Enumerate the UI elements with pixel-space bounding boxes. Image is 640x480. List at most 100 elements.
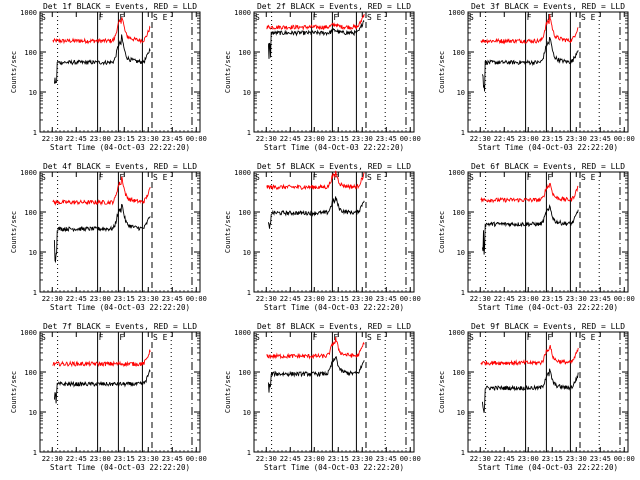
panel-det-4: Det 4f BLACK = Events, RED = LLD 1 10 100 10… [10, 162, 207, 312]
panel-title: Det 3f BLACK = Events, RED = LLD [471, 2, 625, 11]
marker-label-s: S [469, 173, 474, 182]
panel-det-6: Det 6f BLACK = Events, RED = LLD 1 10 100 10… [438, 162, 635, 312]
x-axis-label: Start Time (04-Oct-03 22:22:20) [264, 143, 404, 152]
marker-label-s: S [469, 333, 474, 342]
marker-label-e: E [591, 173, 596, 182]
marker-label-s: S [255, 173, 260, 182]
panel-title: Det 6f BLACK = Events, RED = LLD [471, 162, 625, 171]
axes-frame [253, 11, 415, 133]
x-tick-label: 23:30 [566, 295, 587, 303]
panel-det-3: Det 3f BLACK = Events, RED = LLD 1 10 100 10… [438, 2, 635, 152]
y-tick-label: 10 [243, 89, 251, 97]
marker-label-f: F [547, 333, 552, 342]
y-tick-label: 1000 [234, 9, 251, 17]
y-tick-label: 1000 [20, 329, 37, 337]
marker-label-f: F [99, 173, 104, 182]
x-tick-label: 23:15 [328, 455, 349, 463]
marker-label-f: F [333, 13, 338, 22]
x-tick-label: 22:30 [256, 295, 277, 303]
x-tick-label: 23:15 [542, 135, 563, 143]
x-tick-label: 23:30 [566, 455, 587, 463]
marker-label-s: S [153, 333, 158, 342]
events-series [481, 203, 579, 255]
marker-label-s: S [469, 13, 474, 22]
marker-label-e: E [163, 173, 168, 182]
marker-label-e: E [591, 13, 596, 22]
x-tick-label: 22:30 [256, 455, 277, 463]
events-series [267, 20, 365, 59]
y-tick-label: 100 [452, 369, 465, 377]
y-tick-label: 10 [29, 249, 37, 257]
x-tick-label: 23:00 [304, 135, 325, 143]
marker-label-f: F [313, 173, 318, 182]
marker-label-f: F [99, 13, 104, 22]
y-tick-label: 10 [457, 409, 465, 417]
y-axis-label: Counts/sec [438, 51, 446, 93]
events-series [53, 34, 151, 84]
events-series [481, 368, 579, 413]
y-tick-label: 1 [33, 449, 37, 457]
panel-det-1: Det 1f BLACK = Events, RED = LLD 1 10 100 10… [10, 2, 207, 152]
marker-label-f: F [527, 173, 532, 182]
marker-label-f: F [547, 173, 552, 182]
x-tick-label: 23:30 [566, 135, 587, 143]
x-axis-label: Start Time (04-Oct-03 22:22:20) [264, 303, 404, 312]
x-tick-label: 23:30 [138, 135, 159, 143]
marker-label-s: S [367, 13, 372, 22]
panel-title: Det 2f BLACK = Events, RED = LLD [257, 2, 411, 11]
x-tick-label: 23:15 [542, 295, 563, 303]
x-tick-label: 23:45 [162, 295, 183, 303]
x-tick-label: 23:45 [162, 135, 183, 143]
marker-label-e: E [591, 333, 596, 342]
y-axis-label: Counts/sec [10, 211, 18, 253]
panel-det-2: Det 2f BLACK = Events, RED = LLD 1 10 100 10… [224, 2, 421, 152]
y-tick-label: 100 [452, 209, 465, 217]
lld-series [52, 349, 151, 368]
y-tick-label: 100 [238, 49, 251, 57]
events-series [267, 355, 365, 393]
y-tick-label: 1000 [234, 169, 251, 177]
marker-label-s: S [255, 13, 260, 22]
lld-series [266, 170, 365, 191]
x-tick-label: 22:45 [66, 455, 87, 463]
x-axis-label: Start Time (04-Oct-03 22:22:20) [478, 303, 618, 312]
y-tick-label: 1 [247, 129, 251, 137]
y-tick-label: 1000 [448, 329, 465, 337]
y-tick-label: 1000 [448, 9, 465, 17]
axes-frame [253, 331, 415, 453]
x-tick-label: 22:30 [42, 135, 63, 143]
panel-title: Det 7f BLACK = Events, RED = LLD [43, 322, 197, 331]
x-tick-label: 23:30 [352, 295, 373, 303]
lld-series [52, 17, 151, 45]
x-tick-label: 23:00 [90, 295, 111, 303]
marker-label-s: S [581, 173, 586, 182]
marker-label-e: E [377, 13, 382, 22]
x-tick-label: 23:30 [352, 135, 373, 143]
panel-det-5: Det 5f BLACK = Events, RED = LLD 1 10 100 10… [224, 162, 421, 312]
y-axis-label: Counts/sec [224, 371, 232, 413]
x-tick-label: 00:00 [614, 295, 635, 303]
x-tick-label: 22:45 [280, 295, 301, 303]
x-tick-label: 22:30 [42, 295, 63, 303]
marker-label-s: S [41, 333, 46, 342]
marker-label-e: E [377, 333, 382, 342]
x-tick-label: 23:15 [328, 135, 349, 143]
y-axis-label: Counts/sec [224, 211, 232, 253]
marker-label-f: F [313, 13, 318, 22]
x-tick-label: 22:30 [470, 295, 491, 303]
panel-title: Det 8f BLACK = Events, RED = LLD [257, 322, 411, 331]
marker-label-e: E [377, 173, 382, 182]
y-tick-label: 1 [461, 129, 465, 137]
panel-det-9: Det 9f BLACK = Events, RED = LLD 1 10 100 10… [438, 322, 635, 472]
marker-label-s: S [367, 173, 372, 182]
x-tick-label: 23:00 [518, 455, 539, 463]
y-tick-label: 1 [247, 449, 251, 457]
marker-label-s: S [153, 13, 158, 22]
lld-series [266, 336, 365, 360]
panel-title: Det 9f BLACK = Events, RED = LLD [471, 322, 625, 331]
x-tick-label: 23:00 [304, 455, 325, 463]
panel-title: Det 5f BLACK = Events, RED = LLD [257, 162, 411, 171]
x-tick-label: 22:30 [256, 135, 277, 143]
axes-frame [467, 11, 629, 133]
x-tick-label: 22:30 [470, 135, 491, 143]
